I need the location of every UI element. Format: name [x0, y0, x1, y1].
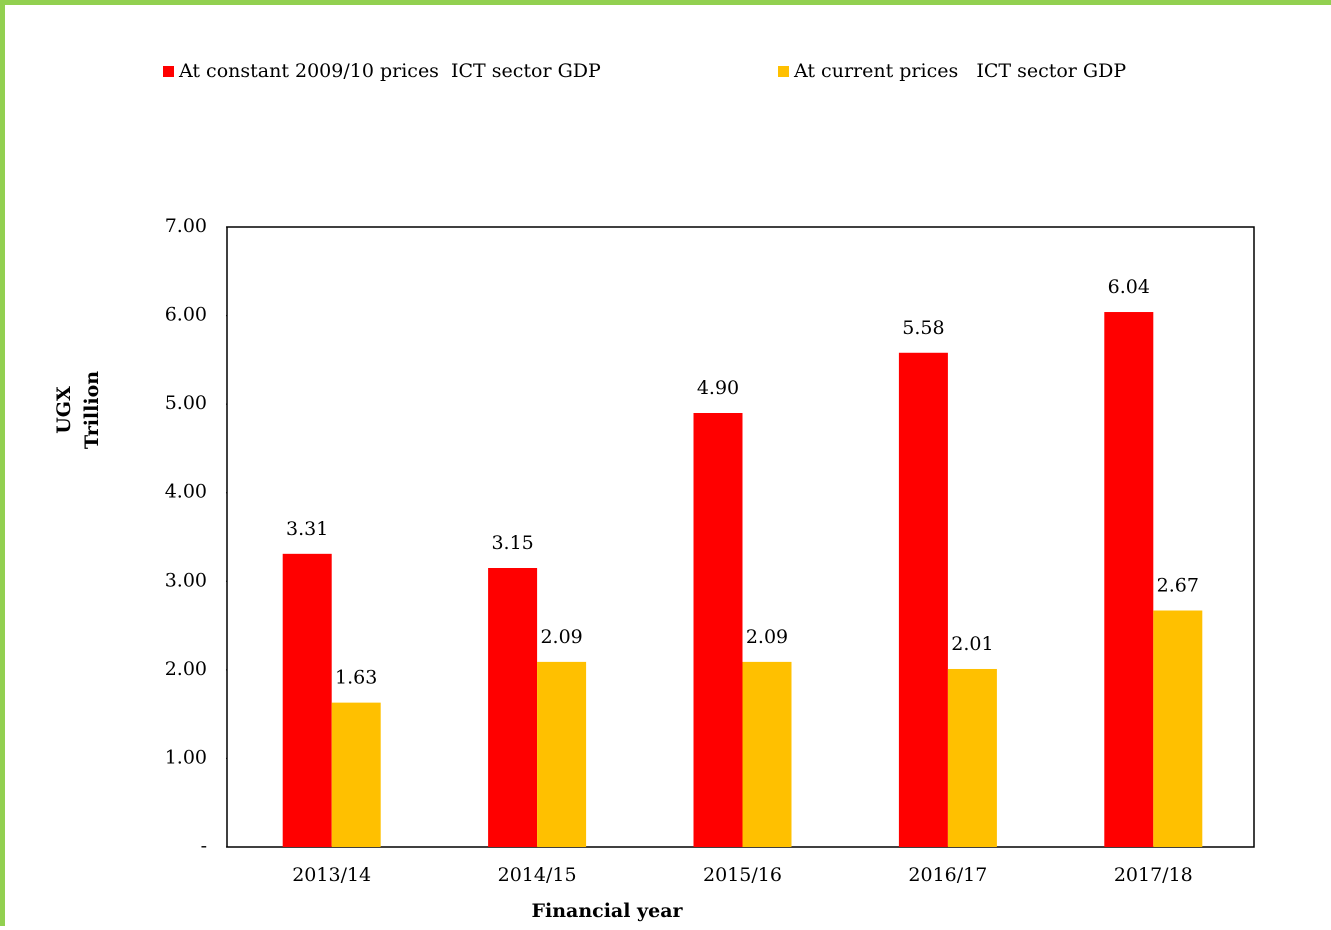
value-label: 6.04: [1108, 276, 1150, 298]
x-tick-label: 2015/16: [703, 864, 782, 886]
bar: [282, 553, 332, 847]
value-label: 5.58: [902, 317, 944, 339]
legend-label: At current prices ICT sector GDP: [793, 60, 1126, 82]
bar: [537, 661, 587, 847]
value-label: 2.09: [746, 626, 788, 648]
y-tick-label: 5.00: [165, 392, 207, 414]
value-label: 3.15: [491, 532, 533, 554]
x-tick-label: 2014/15: [498, 864, 577, 886]
y-tick-label: 4.00: [165, 481, 207, 503]
frame-left: [0, 0, 5, 926]
x-axis-title: Financial year: [531, 900, 683, 922]
frame-top: [0, 0, 1331, 5]
y-tick-label: 1.00: [165, 746, 207, 768]
legend-swatch: [778, 66, 789, 77]
y-axis-title: Trillion: [81, 371, 103, 449]
y-tick-label: 2.00: [165, 658, 207, 680]
bar: [947, 668, 997, 847]
value-label: 2.01: [951, 633, 993, 655]
x-tick-label: 2013/14: [292, 864, 371, 886]
bar: [693, 413, 743, 847]
y-axis-title: UGX: [53, 386, 75, 434]
bar: [331, 702, 381, 847]
legend-swatch: [163, 66, 174, 77]
value-label: 1.63: [335, 667, 377, 689]
y-tick-label: -: [201, 835, 207, 857]
bar: [1153, 610, 1203, 847]
x-tick-label: 2016/17: [908, 864, 987, 886]
y-tick-label: 6.00: [165, 304, 207, 326]
value-label: 2.67: [1157, 575, 1199, 597]
value-label: 3.31: [286, 518, 328, 540]
value-label: 2.09: [540, 626, 582, 648]
value-label: 4.90: [697, 377, 739, 399]
y-tick-label: 3.00: [165, 569, 207, 591]
x-tick-label: 2017/18: [1114, 864, 1193, 886]
legend-label: At constant 2009/10 prices ICT sector GD…: [178, 60, 601, 82]
bar: [898, 352, 948, 847]
bar: [488, 568, 538, 847]
bar: [742, 661, 792, 847]
bar: [1104, 312, 1154, 847]
y-tick-label: 7.00: [165, 215, 207, 237]
